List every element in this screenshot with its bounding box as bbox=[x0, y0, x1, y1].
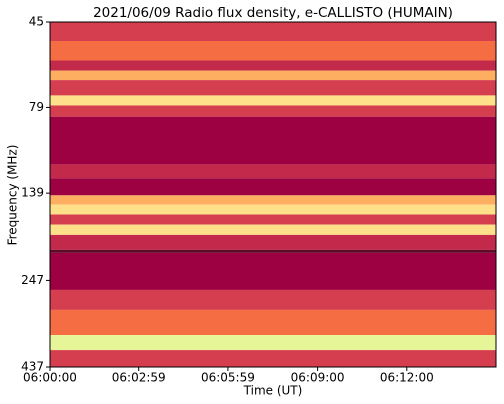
x-tick-label: 06:02:59 bbox=[112, 371, 166, 385]
y-tick-label: 45 bbox=[29, 15, 44, 29]
y-tick-label: 139 bbox=[21, 186, 44, 200]
band bbox=[50, 178, 496, 196]
band bbox=[50, 80, 496, 96]
band bbox=[50, 234, 496, 250]
band bbox=[50, 195, 496, 205]
band bbox=[50, 204, 496, 215]
x-axis-label: Time (UT) bbox=[243, 384, 303, 398]
band bbox=[50, 309, 496, 336]
plot-frame bbox=[49, 21, 497, 368]
x-tick-label: 06:05:59 bbox=[201, 371, 255, 385]
y-tick-label: 247 bbox=[21, 273, 44, 287]
band bbox=[50, 289, 496, 310]
x-tick-label: 06:00:00 bbox=[23, 371, 77, 385]
x-tick-label: 06:09:00 bbox=[291, 371, 345, 385]
band bbox=[50, 95, 496, 106]
y-axis-label: Frequency (MHz) bbox=[6, 145, 20, 246]
band bbox=[50, 214, 496, 225]
band bbox=[50, 249, 496, 253]
y-tick-label: 79 bbox=[29, 100, 44, 114]
band bbox=[50, 60, 496, 71]
band bbox=[50, 22, 496, 41]
band bbox=[50, 252, 496, 290]
band bbox=[50, 350, 496, 367]
band bbox=[50, 335, 496, 351]
band bbox=[50, 40, 496, 61]
band bbox=[50, 70, 496, 81]
x-tick-label: 06:12:00 bbox=[380, 371, 434, 385]
y-tick-label: 437 bbox=[21, 360, 44, 374]
band bbox=[50, 224, 496, 235]
band bbox=[50, 105, 496, 117]
band bbox=[50, 116, 496, 165]
band bbox=[50, 164, 496, 179]
chart-title: 2021/06/09 Radio flux density, e-CALLIST… bbox=[93, 5, 453, 21]
